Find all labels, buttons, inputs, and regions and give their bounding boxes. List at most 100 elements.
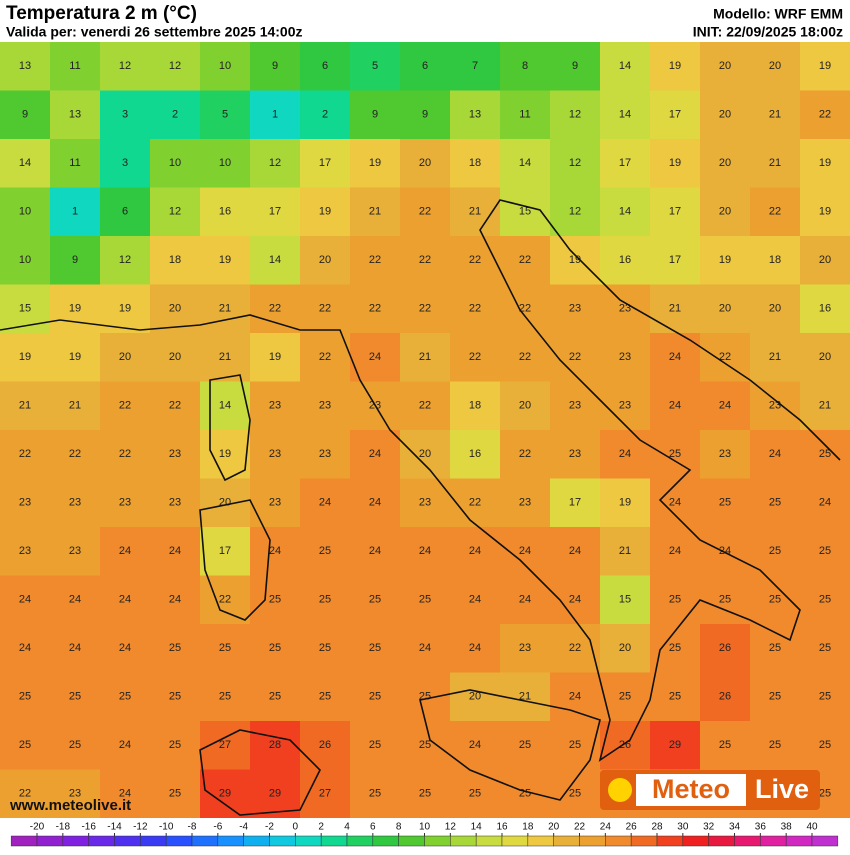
temperature-value: 22 [769,206,781,218]
temperature-cell [800,672,850,722]
temperature-value: 24 [419,642,431,654]
temperature-value: 25 [769,545,781,557]
temperature-value: 20 [719,303,731,315]
temperature-cell [450,381,501,431]
temperature-cell [50,769,101,819]
temperature-cell [700,236,751,285]
temperature-cell [350,769,401,819]
temperature-value: 22 [469,254,481,266]
temperature-value: 25 [819,594,831,606]
temperature-cell [50,575,101,625]
temperature-cell [800,236,850,285]
temperature-value: 22 [419,254,431,266]
temperature-value: 22 [569,642,581,654]
temperature-cell [400,333,451,382]
temperature-value: 12 [569,206,581,218]
temperature-value: 25 [669,642,681,654]
temperature-cell [250,381,301,431]
temperature-cell [450,672,501,722]
temperature-value: 20 [519,400,531,412]
colorbar-segment [62,835,89,847]
temperature-cell [500,478,551,528]
temperature-cell [200,90,251,140]
temperature-cell [550,236,601,285]
temperature-value: 22 [519,254,531,266]
temperature-cell [50,187,101,237]
temperature-cell [700,672,751,722]
colorbar-label: 4 [344,822,350,833]
temperature-cell [600,575,651,625]
temperature-value: 20 [419,448,431,460]
temperature-value: 17 [669,254,681,266]
temperature-value: 17 [569,497,581,509]
temperature-cell [350,478,401,528]
temperature-cell [500,236,551,285]
temperature-cell [800,478,850,528]
temperature-value: 25 [169,788,181,800]
temperature-cell [800,381,850,431]
temperature-value: 12 [119,60,131,72]
temperature-cell [50,430,101,479]
temperature-cell [650,721,701,770]
temperature-value: 24 [519,545,531,557]
temperature-value: 1 [72,206,78,218]
temperature-value: 25 [719,497,731,509]
temperature-cell [50,284,101,334]
colorbar-label: -14 [107,822,122,833]
temperature-value: 24 [469,642,481,654]
temperature-value: 25 [769,691,781,703]
colorbar-label: 20 [548,822,560,833]
temperature-value: 20 [169,351,181,363]
colorbar-segment [630,835,658,847]
temperature-value: 6 [422,60,428,72]
temperature-value: 12 [269,157,281,169]
temperature-cell [650,284,701,334]
temperature-cell [400,624,451,673]
temperature-value: 25 [369,594,381,606]
temperature-cell [300,236,351,285]
temperature-cell [100,187,151,237]
temperature-cell [500,284,551,334]
temperature-cell [250,721,301,770]
colorbar-segment [424,835,451,847]
temperature-value: 25 [369,739,381,751]
temperature-value: 25 [569,788,581,800]
temperature-value: 24 [569,594,581,606]
temperature-cell [400,478,451,528]
temperature-value: 26 [719,691,731,703]
temperature-value: 22 [569,351,581,363]
temperature-cell [550,42,601,91]
temperature-value: 22 [19,448,31,460]
temperature-cell [150,187,201,237]
temperature-cell [150,478,201,528]
temperature-value: 25 [519,739,531,751]
temperature-cell [750,284,801,334]
temperature-value: 18 [769,254,781,266]
temperature-cell [0,575,51,625]
temperature-cell [50,721,101,770]
colorbar: -20 -18 -16 -14 -12 -10 -8 -6 -4 -2 0 2 4 6 8 10 12 14 16 1… [10,822,839,847]
colorbar-label: 0 [293,822,299,833]
temperature-cell [550,721,601,770]
temperature-value: 19 [19,351,31,363]
temperature-value: 23 [719,448,731,460]
temperature-value: 23 [769,400,781,412]
colorbar-label: -4 [239,822,248,833]
temperature-cell [200,769,251,819]
temperature-cell [400,527,451,576]
logo-live: Live [755,774,809,804]
colorbar-segment [682,835,709,847]
temperature-value: 22 [369,254,381,266]
temperature-cell [600,139,651,188]
temperature-cell [650,672,701,722]
temperature-value: 24 [669,497,681,509]
temperature-value: 19 [669,60,681,72]
temperature-value: 10 [219,60,231,72]
valid-time: Valida per: venerdi 26 settembre 2025 14… [6,24,303,40]
temperature-cell [250,236,301,285]
temperature-value: 20 [219,497,231,509]
temperature-value: 22 [319,351,331,363]
colorbar-segment [165,835,193,847]
temperature-cell [600,430,651,479]
